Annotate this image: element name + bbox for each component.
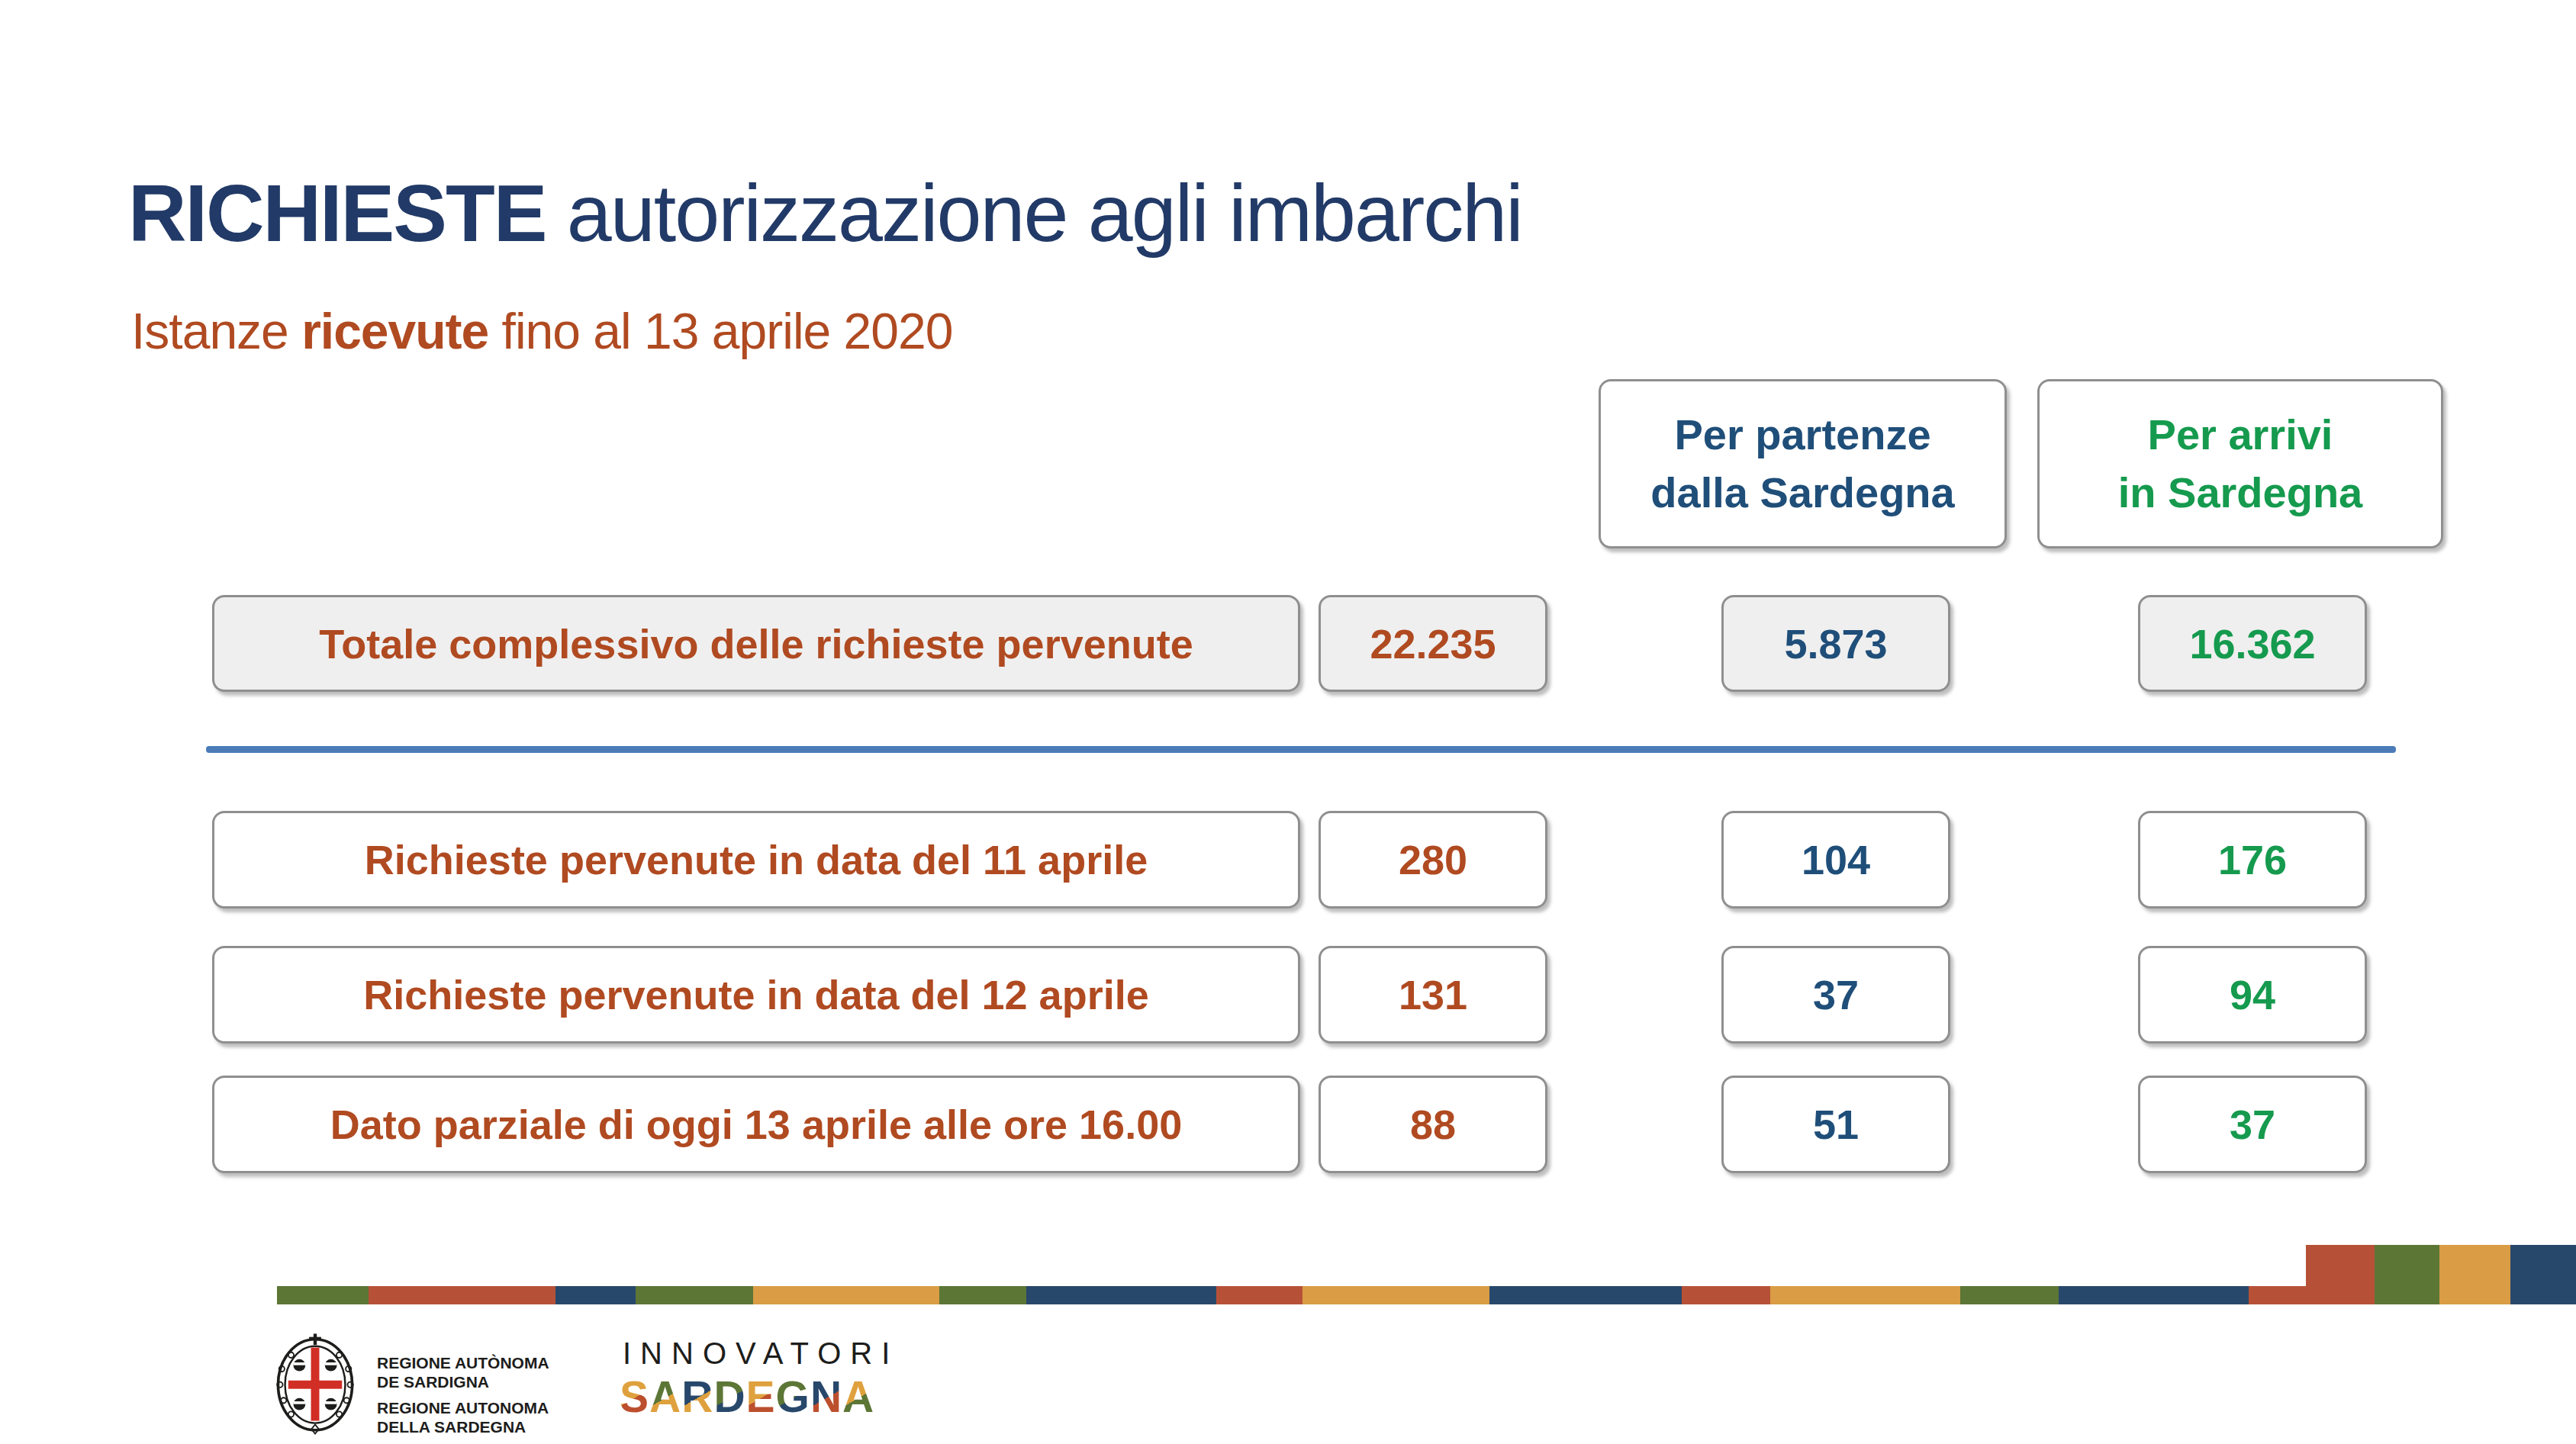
bar-segment-green — [636, 1286, 753, 1304]
bar-segment-red — [1682, 1286, 1770, 1304]
bar-segment-green — [2375, 1245, 2439, 1304]
color-bar-tall — [2306, 1245, 2576, 1304]
innovatori-logo-text: INNOVATORI — [623, 1336, 899, 1371]
regione-line: REGIONE AUTÒNOMA — [377, 1353, 549, 1372]
column-header-partenze-line1: Per partenze — [1674, 406, 1930, 464]
sardegna-letter: A — [649, 1372, 681, 1421]
regione-line: DE SARDIGNA — [377, 1372, 549, 1391]
table-row-value-totale: 131 — [1319, 946, 1547, 1044]
page-subtitle: Istanze ricevute fino al 13 aprile 2020 — [131, 302, 952, 360]
page-title-rest: autorizzazione agli imbarchi — [546, 168, 1521, 258]
page-title: RICHIESTE autorizzazione agli imbarchi — [128, 169, 1522, 258]
color-bar-thin — [277, 1286, 2306, 1304]
table-row-label: Richieste pervenute in data del 12 april… — [212, 946, 1300, 1044]
bar-segment-green — [1960, 1286, 2059, 1304]
total-row-value-totale: 22.235 — [1319, 595, 1547, 692]
regione-line: DELLA SARDEGNA — [377, 1417, 549, 1436]
column-header-partenze: Per partenze dalla Sardegna — [1599, 379, 2007, 548]
slide: RICHIESTE autorizzazione agli imbarchi I… — [0, 0, 2576, 1444]
regione-text-block: REGIONE AUTÒNOMA DE SARDIGNA REGIONE AUT… — [377, 1353, 549, 1436]
subtitle-post: fino al 13 aprile 2020 — [488, 303, 952, 359]
subtitle-pre: Istanze — [131, 303, 301, 359]
bar-segment-navy — [555, 1286, 636, 1304]
bar-segment-green — [277, 1286, 369, 1304]
sardegna-letter: E — [746, 1372, 776, 1421]
total-row-value-arrivi: 16.362 — [2138, 595, 2367, 692]
table-row-value-totale: 88 — [1319, 1076, 1547, 1173]
bar-segment-red — [1216, 1286, 1302, 1304]
column-header-arrivi: Per arrivi in Sardegna — [2037, 379, 2443, 548]
bar-segment-navy — [2059, 1286, 2249, 1304]
bar-segment-orange — [2439, 1245, 2510, 1304]
bar-segment-navy — [2510, 1245, 2576, 1304]
bar-segment-red — [369, 1286, 555, 1304]
subtitle-bold: ricevute — [301, 303, 488, 359]
bar-segment-navy — [1489, 1286, 1682, 1304]
table-row-value-totale: 280 — [1319, 811, 1547, 909]
sardegna-logo-text: SARDEGNA — [620, 1372, 874, 1422]
sardegna-letter: S — [620, 1372, 649, 1421]
sardegna-letter: G — [776, 1372, 810, 1421]
sardegna-letter: N — [810, 1372, 842, 1421]
bar-segment-red — [2306, 1245, 2375, 1304]
bar-segment-orange — [753, 1286, 939, 1304]
regione-line: REGIONE AUTONOMA — [377, 1398, 549, 1417]
column-header-arrivi-line1: Per arrivi — [2148, 406, 2333, 464]
bar-segment-green — [939, 1286, 1026, 1304]
table-row-value-arrivi: 176 — [2138, 811, 2367, 909]
bar-segment-navy — [1026, 1286, 1216, 1304]
column-header-partenze-line2: dalla Sardegna — [1650, 464, 1954, 522]
sardegna-letter: R — [681, 1372, 713, 1421]
table-row-value-arrivi: 37 — [2138, 1076, 2367, 1173]
table-row-value-partenze: 37 — [1721, 946, 1950, 1044]
table-row-value-arrivi: 94 — [2138, 946, 2367, 1044]
divider-line — [206, 746, 2396, 753]
bar-segment-orange — [1302, 1286, 1489, 1304]
total-row-label: Totale complessivo delle richieste perve… — [212, 595, 1300, 692]
regione-sardegna-crest-logo — [269, 1332, 362, 1436]
table-row-label: Dato parziale di oggi 13 aprile alle ore… — [212, 1076, 1300, 1173]
sardegna-letter: D — [713, 1372, 745, 1421]
bar-segment-orange — [1770, 1286, 1960, 1304]
page-title-bold: RICHIESTE — [128, 168, 546, 258]
sardegna-letter: A — [842, 1372, 874, 1421]
table-row-label: Richieste pervenute in data del 11 april… — [212, 811, 1300, 909]
table-row-value-partenze: 104 — [1721, 811, 1950, 909]
total-row-value-partenze: 5.873 — [1721, 595, 1950, 692]
bar-segment-red — [2249, 1286, 2306, 1304]
column-header-arrivi-line2: in Sardegna — [2118, 464, 2363, 522]
table-row-value-partenze: 51 — [1721, 1076, 1950, 1173]
